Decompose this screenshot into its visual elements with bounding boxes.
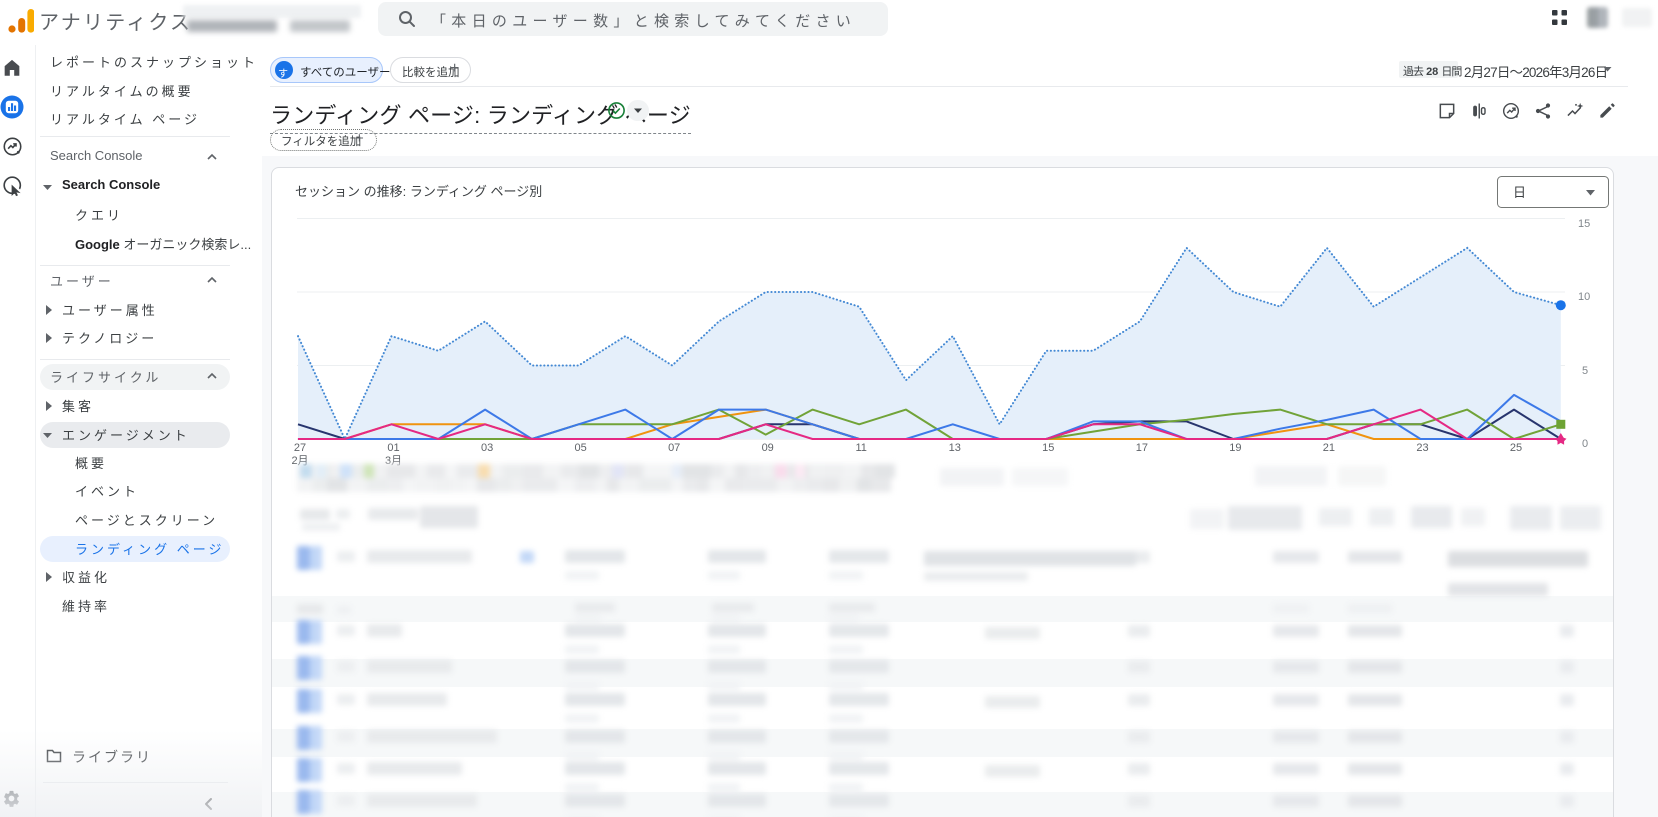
svg-text:日: 日 (1513, 185, 1526, 200)
svg-text:17: 17 (1136, 442, 1148, 454)
svg-text:07: 07 (668, 442, 680, 454)
svg-text:21: 21 (1323, 442, 1335, 454)
svg-text:19: 19 (1229, 442, 1241, 454)
svg-text:01: 01 (387, 442, 399, 454)
svg-text:15: 15 (1578, 218, 1590, 230)
svg-text:27: 27 (294, 442, 306, 454)
svg-text:15: 15 (1042, 442, 1054, 454)
svg-text:23: 23 (1416, 442, 1428, 454)
svg-text:03: 03 (481, 442, 493, 454)
svg-text:25: 25 (1510, 442, 1522, 454)
svg-text:0: 0 (1582, 438, 1588, 450)
svg-text:セッション の推移: ランディング ページ別: セッション の推移: ランディング ページ別 (295, 184, 542, 199)
svg-text:10: 10 (1578, 291, 1590, 303)
svg-text:11: 11 (855, 442, 866, 454)
svg-text:13: 13 (949, 442, 961, 454)
svg-text:05: 05 (574, 442, 586, 454)
svg-text:09: 09 (762, 442, 774, 454)
svg-text:5: 5 (1582, 365, 1588, 377)
